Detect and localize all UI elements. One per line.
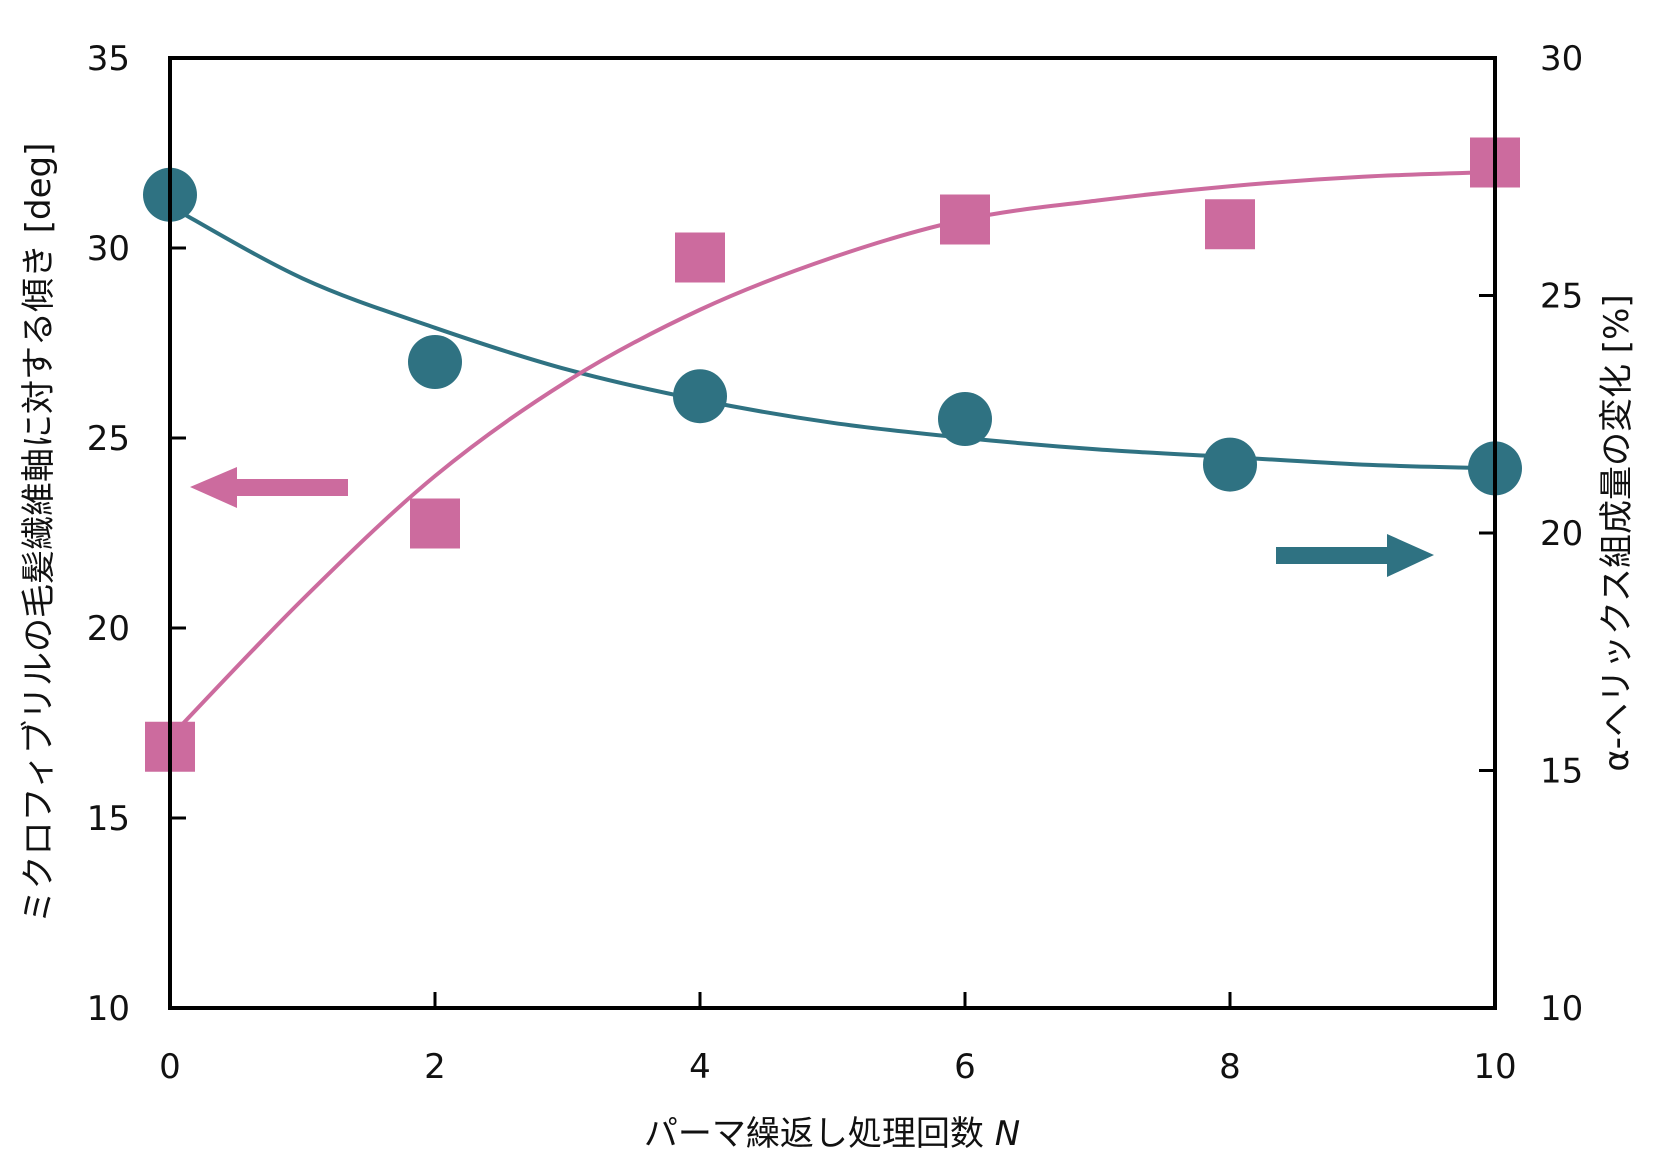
arrow-left-head <box>190 467 237 508</box>
x-axis-title-main: パーマ繰返し処理回数 <box>644 1114 995 1154</box>
y-left-tick-label: 30 <box>87 229 130 269</box>
y-right-tick-label: 30 <box>1540 39 1583 79</box>
y-left-axis-title: ミクロフィブリルの毛髪繊維軸に対する傾き [deg] <box>19 143 59 924</box>
arrow-right-annotation <box>1276 534 1434 577</box>
arrow-right-head <box>1387 534 1434 577</box>
y-right-tick-label: 10 <box>1540 989 1583 1029</box>
y-left-tick-label: 35 <box>87 39 130 79</box>
y-right-axis-title: α-ヘリックス組成量の変化 [%] <box>1597 294 1637 771</box>
x-axis-title-variable: N <box>995 1114 1020 1154</box>
fit-line-circle <box>169 204 1496 471</box>
x-tick-label: 0 <box>159 1047 181 1087</box>
fit-line-square <box>168 170 1496 739</box>
square-marker <box>940 194 990 245</box>
x-tick-labels: 0 2 4 6 8 10 <box>159 1047 1516 1087</box>
y-right-tick-label: 20 <box>1540 514 1583 554</box>
x-tick-label: 6 <box>954 1047 976 1087</box>
y-right-tick-label: 25 <box>1540 277 1583 317</box>
y-left-tick-label: 25 <box>87 419 130 459</box>
circle-marker <box>408 335 462 389</box>
circle-marker <box>938 392 992 446</box>
fit-lines <box>168 170 1496 739</box>
x-tick-label: 8 <box>1219 1047 1241 1087</box>
markers <box>143 137 1522 772</box>
square-marker <box>410 498 460 549</box>
arrow-left-annotation <box>190 467 348 508</box>
y-left-tick-label: 15 <box>87 799 130 839</box>
y-left-tick-label: 10 <box>87 989 130 1029</box>
x-axis-title: パーマ繰返し処理回数 N <box>644 1114 1020 1154</box>
circle-marker <box>673 369 727 424</box>
y-right-tick-label: 15 <box>1540 752 1583 792</box>
square-marker <box>1205 199 1255 250</box>
x-tick-label: 2 <box>424 1047 446 1087</box>
x-tick-label: 4 <box>689 1047 711 1087</box>
square-marker <box>675 232 725 283</box>
y-left-tick-labels: 10 15 20 25 30 35 <box>87 39 130 1029</box>
y-right-tick-labels: 10 15 20 25 30 <box>1540 39 1583 1029</box>
ticks <box>168 56 1497 1010</box>
arrow-right-shaft <box>1276 547 1392 564</box>
circle-marker <box>1203 437 1257 492</box>
y-left-tick-label: 20 <box>87 609 130 649</box>
x-tick-label: 10 <box>1473 1047 1516 1087</box>
arrow-left-shaft <box>232 479 348 496</box>
